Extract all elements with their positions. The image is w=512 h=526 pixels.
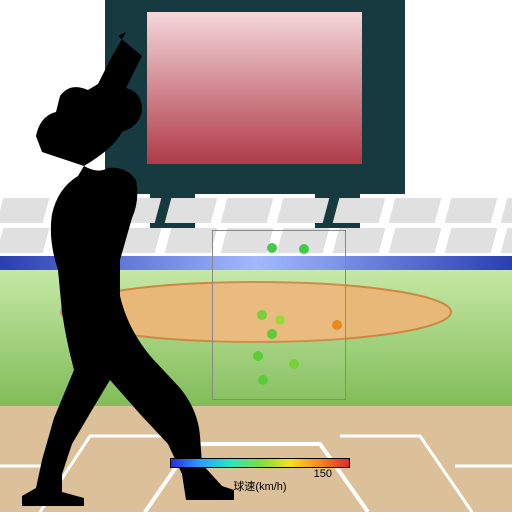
stand-segment [445, 228, 498, 253]
pitch-marker [299, 244, 309, 254]
batter-silhouette [0, 30, 280, 510]
stand-segment [389, 228, 442, 253]
stand-segment [501, 228, 512, 253]
legend-tick: 100 [188, 468, 206, 480]
stand-segment [277, 198, 330, 223]
stand-segment [389, 198, 442, 223]
legend-label: 球速(km/h) [170, 478, 350, 494]
stage: 100 150 球速(km/h) [0, 0, 512, 512]
speed-legend: 100 150 球速(km/h) [170, 458, 350, 494]
legend-colorbar [170, 458, 350, 468]
pitch-marker [289, 359, 299, 369]
stand-segment [445, 198, 498, 223]
stand-segment [333, 198, 386, 223]
stand-segment [501, 198, 512, 223]
legend-tick: 150 [314, 468, 332, 480]
pitch-marker [332, 320, 342, 330]
